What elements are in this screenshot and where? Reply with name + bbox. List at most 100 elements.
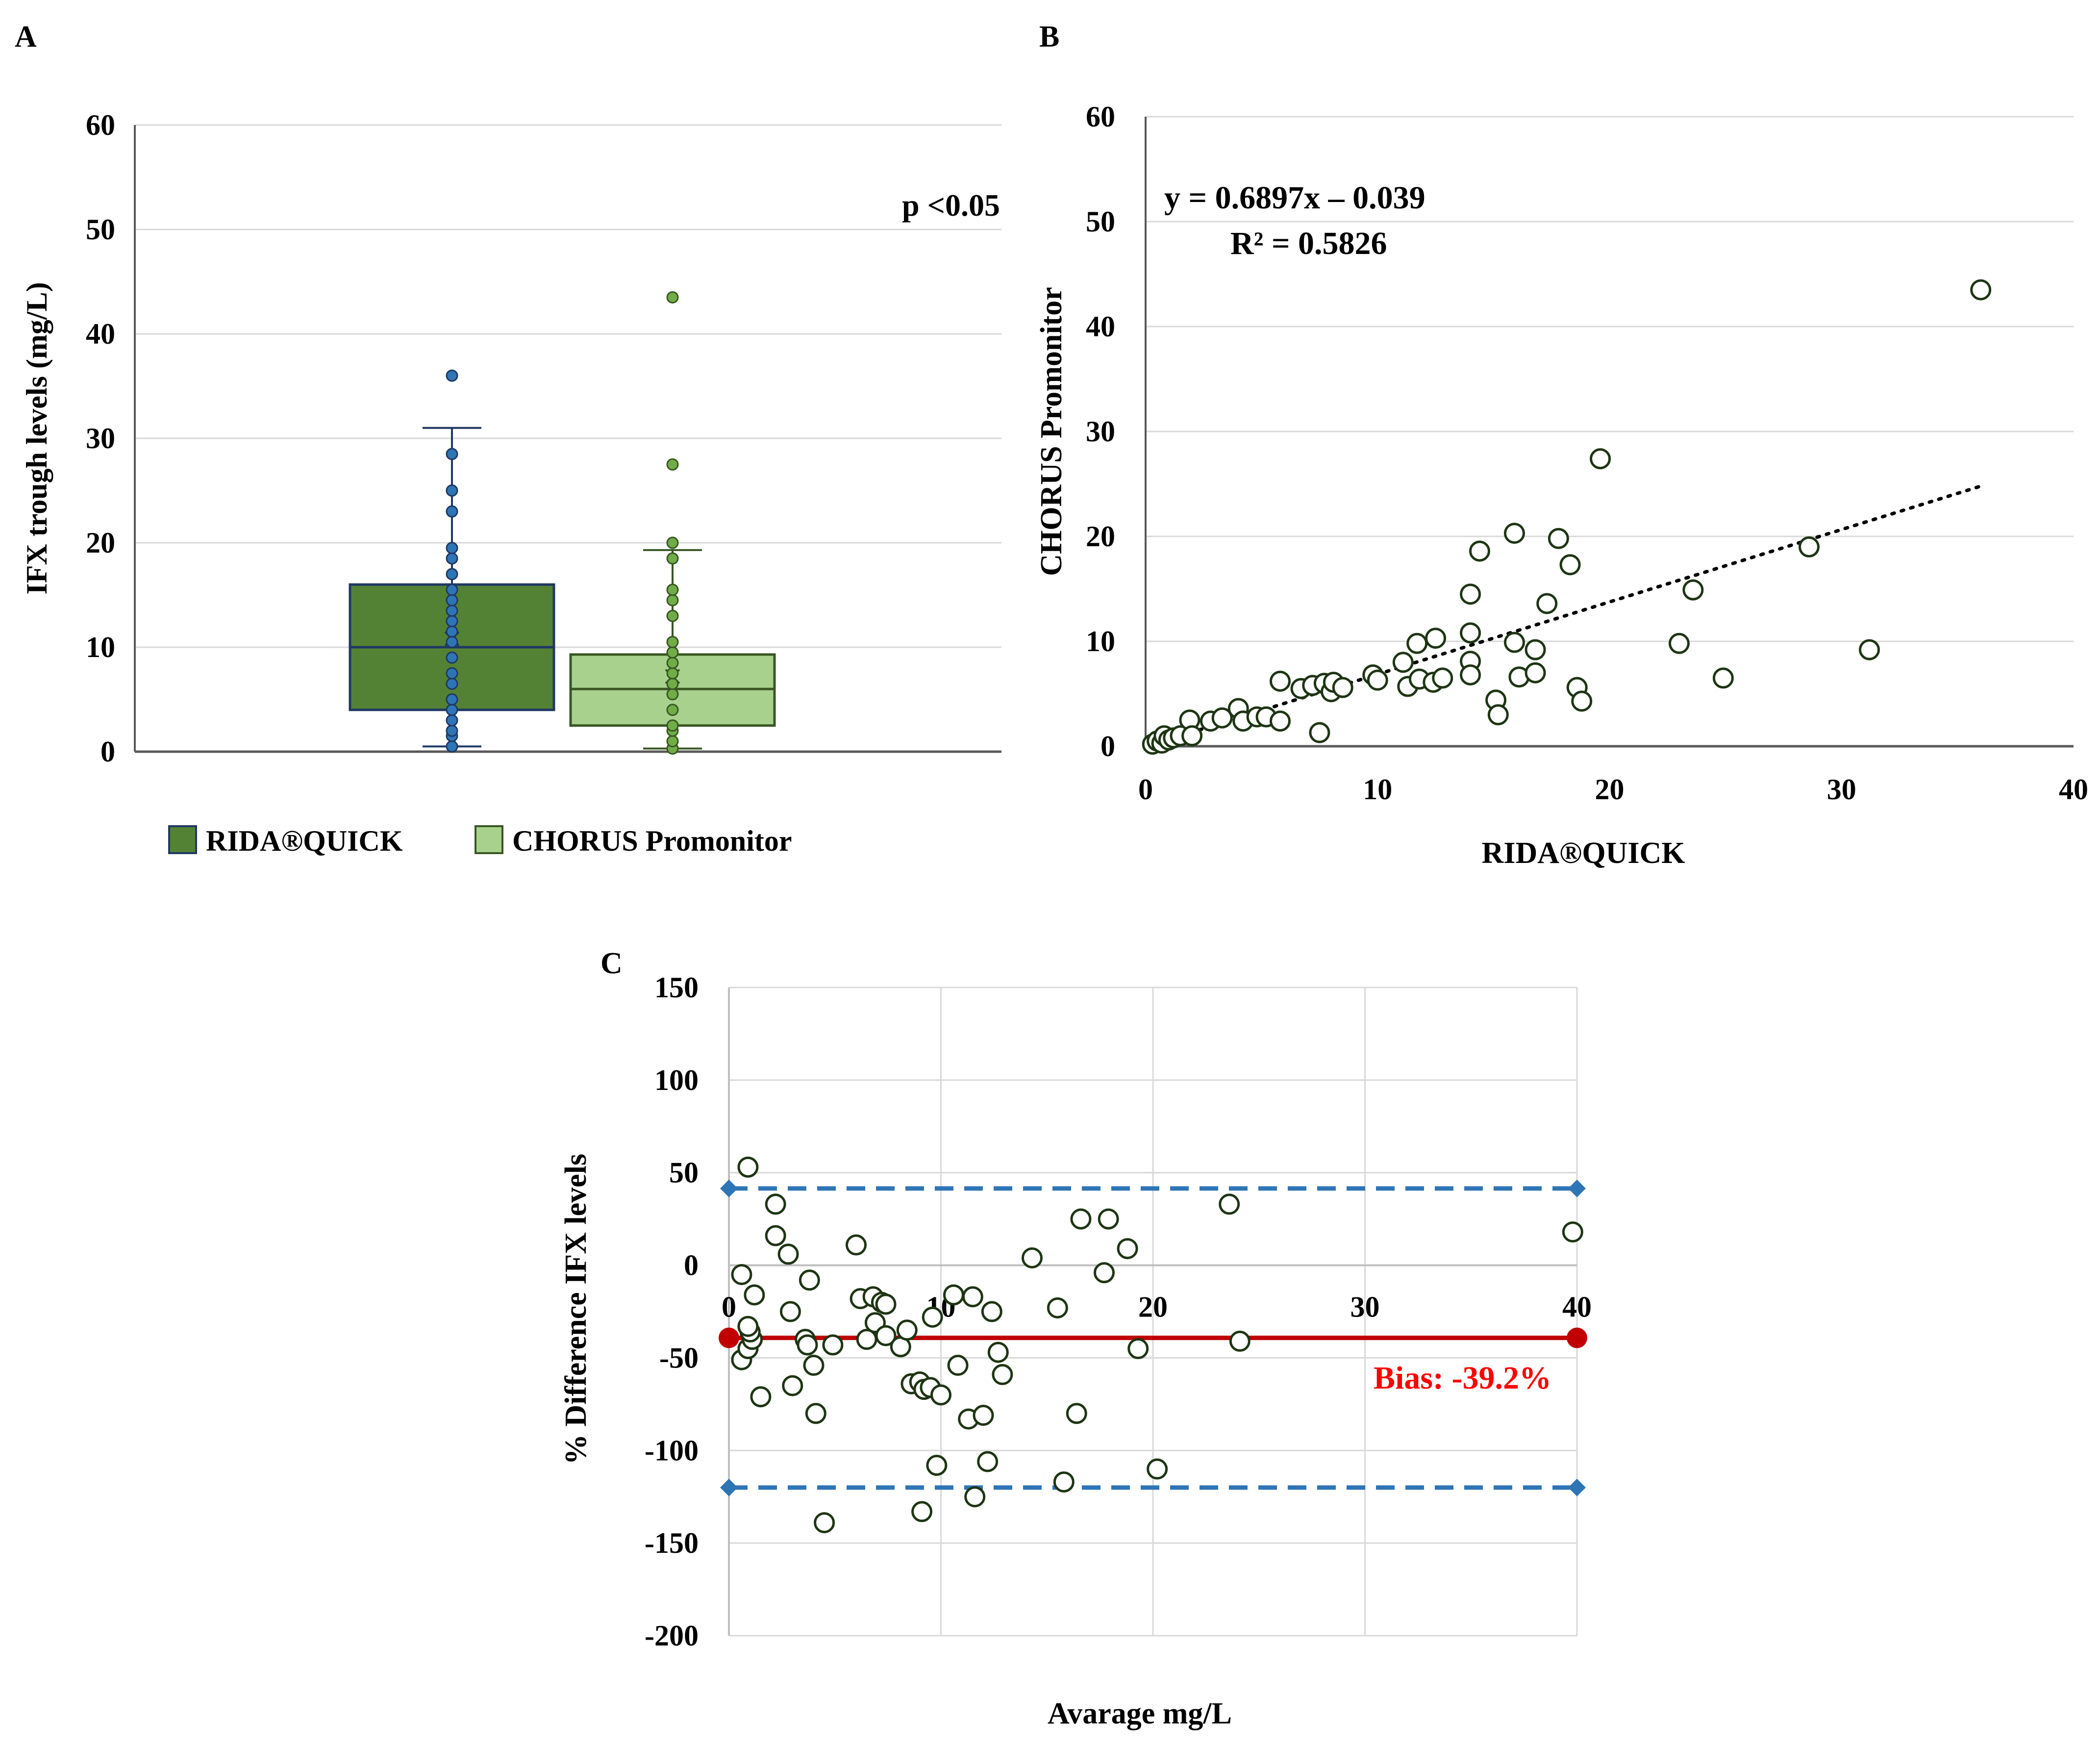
panel-a-data-point xyxy=(666,536,679,549)
panel-c-data-point xyxy=(737,1156,759,1178)
panel-b-y-tick-labels: 0 10 20 30 40 50 60 xyxy=(1086,101,1115,762)
panel-a-data-point xyxy=(666,646,679,659)
panel-a-data-point xyxy=(446,651,458,664)
panel-c-upper-loa-marker xyxy=(1568,1179,1586,1197)
panel-b-x-axis-title: RIDA®QUICK xyxy=(1482,836,1685,870)
panel-a-data-point xyxy=(446,615,458,628)
panel-b-data-point xyxy=(1503,632,1525,653)
panel-c-x-tick: 30 xyxy=(1350,1291,1380,1323)
legend-swatch-chorus xyxy=(475,825,503,854)
panel-a-data-point xyxy=(446,714,458,727)
panel-c-data-point xyxy=(797,1334,818,1356)
panel-b-data-point xyxy=(1211,707,1233,729)
panel-a-data-point xyxy=(446,635,458,648)
panel-c-data-point xyxy=(1094,1262,1115,1284)
panel-b-x-tick: 30 xyxy=(1827,773,1856,806)
panel-c-data-point xyxy=(962,1286,983,1308)
panel-a-data-point xyxy=(666,458,679,471)
panel-c-data-point xyxy=(744,1284,765,1306)
panel-a-p-value: p <0.05 xyxy=(902,188,1000,223)
panel-b-data-point xyxy=(1425,628,1447,649)
panel-c-data-point xyxy=(805,1403,826,1424)
panel-b-data-point xyxy=(1536,593,1558,614)
panel-c-data-point xyxy=(737,1316,759,1337)
panel-a-y-axis-title: IFX trough levels (mg/L) xyxy=(21,282,53,594)
panel-c-gridlines xyxy=(729,987,1578,1637)
panel-a-data-point xyxy=(666,291,679,304)
panel-b-y-tick: 30 xyxy=(1086,415,1115,448)
panel-a-data-point xyxy=(446,369,458,382)
panel-c-data-point xyxy=(1562,1221,1583,1243)
panel-b-data-point xyxy=(1682,579,1704,601)
panel-c-y-tick: -150 xyxy=(645,1527,699,1559)
panel-c-data-point xyxy=(750,1386,772,1408)
panel-c-x-tick: 20 xyxy=(1138,1291,1168,1323)
panel-b-data-point xyxy=(1798,536,1820,557)
panel-a-data-point xyxy=(446,704,458,716)
panel-c-data-point xyxy=(777,1243,799,1265)
panel-a-data-point xyxy=(446,667,458,680)
panel-c-data-point xyxy=(1127,1338,1149,1360)
panel-c-data-point xyxy=(875,1293,897,1315)
panel-c-data-point xyxy=(922,1306,943,1328)
panel-c-y-tick: 150 xyxy=(654,971,699,1004)
panel-b-y-tick: 50 xyxy=(1086,205,1115,238)
panel-a-boxes xyxy=(349,291,776,755)
panel-c-y-tick: -100 xyxy=(645,1434,699,1467)
panel-c-y-tick: 50 xyxy=(669,1157,699,1189)
panel-c-data-point xyxy=(947,1355,969,1376)
panel-b-data-point xyxy=(1460,583,1481,605)
panel-c-y-tick-labels: 150 100 50 0 -50 -100 -150 -200 xyxy=(645,971,699,1652)
panel-c-data-point xyxy=(1053,1471,1075,1493)
panel-a-y-tick: 10 xyxy=(86,631,115,663)
panel-b-gridlines xyxy=(1146,116,2074,642)
panel-c-y-tick: -50 xyxy=(659,1341,699,1374)
panel-label-c: C xyxy=(600,947,623,980)
panel-b-x-tick: 0 xyxy=(1138,773,1153,806)
panel-a-y-tick: 0 xyxy=(100,735,115,768)
panel-b-y-tick: 60 xyxy=(1086,101,1115,133)
panel-b-data-point xyxy=(1571,690,1593,712)
panel-a-box-group xyxy=(349,369,555,753)
panel-a-data-point xyxy=(446,583,458,596)
panel-c-data-point xyxy=(943,1284,964,1306)
panel-c-bias-label: Bias: -39.2% xyxy=(1374,1360,1551,1396)
panel-c-lower-loa-marker xyxy=(1568,1478,1586,1496)
panel-b-x-tick: 10 xyxy=(1363,773,1392,806)
panel-a-data-point xyxy=(666,704,679,716)
panel-b-data-point xyxy=(1503,523,1525,544)
panel-c-data-point xyxy=(964,1486,986,1508)
panel-c-data-point xyxy=(765,1225,786,1246)
panel-b-data-point xyxy=(1668,633,1690,654)
panel-a-box-group xyxy=(569,291,776,755)
panel-c-data-point xyxy=(782,1375,803,1396)
panel-c-data-point xyxy=(803,1355,825,1376)
panel-c-data-point xyxy=(1066,1403,1087,1424)
panel-a-data-point xyxy=(446,552,458,565)
panel-a-data-point xyxy=(666,719,679,732)
panel-a-data-point xyxy=(446,724,458,737)
panel-c-data-point xyxy=(846,1234,867,1256)
panel-b-equation: y = 0.6897x – 0.039 xyxy=(1164,180,1425,216)
panel-c-data-point xyxy=(731,1264,752,1285)
panel-b-data-point xyxy=(1392,652,1414,673)
panel-b-data-point xyxy=(1859,639,1880,660)
panel-c-data-point xyxy=(1047,1297,1068,1318)
panel-c-data-point xyxy=(799,1269,820,1291)
panel-c-data-point xyxy=(1021,1247,1043,1268)
panel-a-data-point xyxy=(446,568,458,581)
panel-c-data-point xyxy=(1117,1238,1138,1260)
panel-a-data-point xyxy=(446,484,458,497)
panel-b-y-tick: 40 xyxy=(1086,310,1115,343)
panel-a-data-point xyxy=(446,693,458,706)
panel-a-data-point xyxy=(666,735,679,748)
panel-a-data-point xyxy=(666,635,679,648)
panel-a-y-tick: 50 xyxy=(86,213,115,246)
panel-a-data-point xyxy=(666,609,679,622)
panel-b-data-point xyxy=(1460,664,1481,685)
panel-c-data-point xyxy=(822,1334,844,1356)
panel-a-y-tick-labels: 0 10 20 30 40 50 60 xyxy=(86,109,115,768)
panel-b-data-point xyxy=(1590,448,1611,470)
panel-c-x-tick: 40 xyxy=(1562,1291,1592,1323)
panel-c-points xyxy=(731,1156,1583,1534)
